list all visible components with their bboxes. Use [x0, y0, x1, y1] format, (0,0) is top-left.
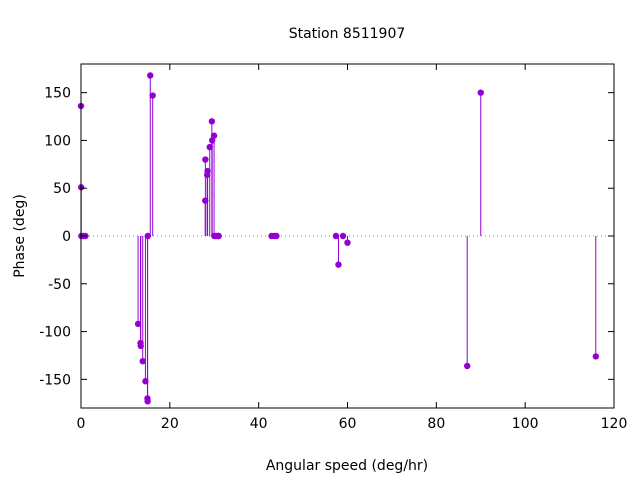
- data-point: [144, 398, 151, 405]
- data-point: [139, 357, 146, 365]
- x-tick-label: 80: [427, 416, 445, 432]
- data-point: [142, 378, 149, 385]
- x-axis-ticks: 0 20 40 60 80 100 120: [77, 64, 628, 432]
- data-point: [147, 72, 154, 79]
- y-tick-label: 50: [53, 181, 71, 197]
- y-tick-label: -50: [48, 277, 71, 293]
- y-tick-label: -150: [39, 372, 71, 388]
- data-point: [204, 167, 211, 175]
- x-tick-label: 0: [77, 416, 86, 432]
- x-axis-label: Angular speed (deg/hr): [266, 458, 428, 474]
- x-tick-label: 120: [601, 416, 628, 432]
- y-axis-label: Phase (deg): [12, 194, 28, 278]
- y-tick-label: 150: [44, 86, 71, 102]
- data-point: [273, 232, 280, 240]
- data-point: [210, 132, 218, 139]
- data-point: [208, 118, 216, 125]
- data-point: [592, 353, 599, 360]
- x-tick-label: 100: [512, 416, 539, 432]
- y-axis-ticks: -150 -100 -50 0 50 100 150: [39, 86, 614, 388]
- x-tick-label: 40: [250, 416, 268, 432]
- data-point: [339, 232, 347, 240]
- data-point: [206, 143, 213, 151]
- data-point: [344, 239, 351, 246]
- y-tick-label: 0: [62, 229, 71, 245]
- y-tick-label: -100: [39, 325, 71, 341]
- data-point: [202, 156, 209, 163]
- chart-title: Station 8511907: [289, 26, 406, 42]
- data-point: [332, 232, 340, 240]
- data-point: [149, 92, 156, 99]
- x-tick-label: 60: [339, 416, 357, 432]
- data-points: [77, 72, 599, 405]
- y-tick-label: 100: [44, 133, 71, 149]
- data-point: [134, 320, 142, 328]
- x-tick-label: 20: [161, 416, 179, 432]
- data-point: [335, 261, 342, 268]
- data-point: [464, 362, 471, 370]
- data-point: [202, 197, 209, 204]
- plot-area: [77, 63, 615, 409]
- data-point: [137, 342, 144, 350]
- data-point: [215, 232, 222, 240]
- data-point: [144, 232, 152, 240]
- stems: [80, 75, 597, 402]
- data-point: [477, 89, 484, 96]
